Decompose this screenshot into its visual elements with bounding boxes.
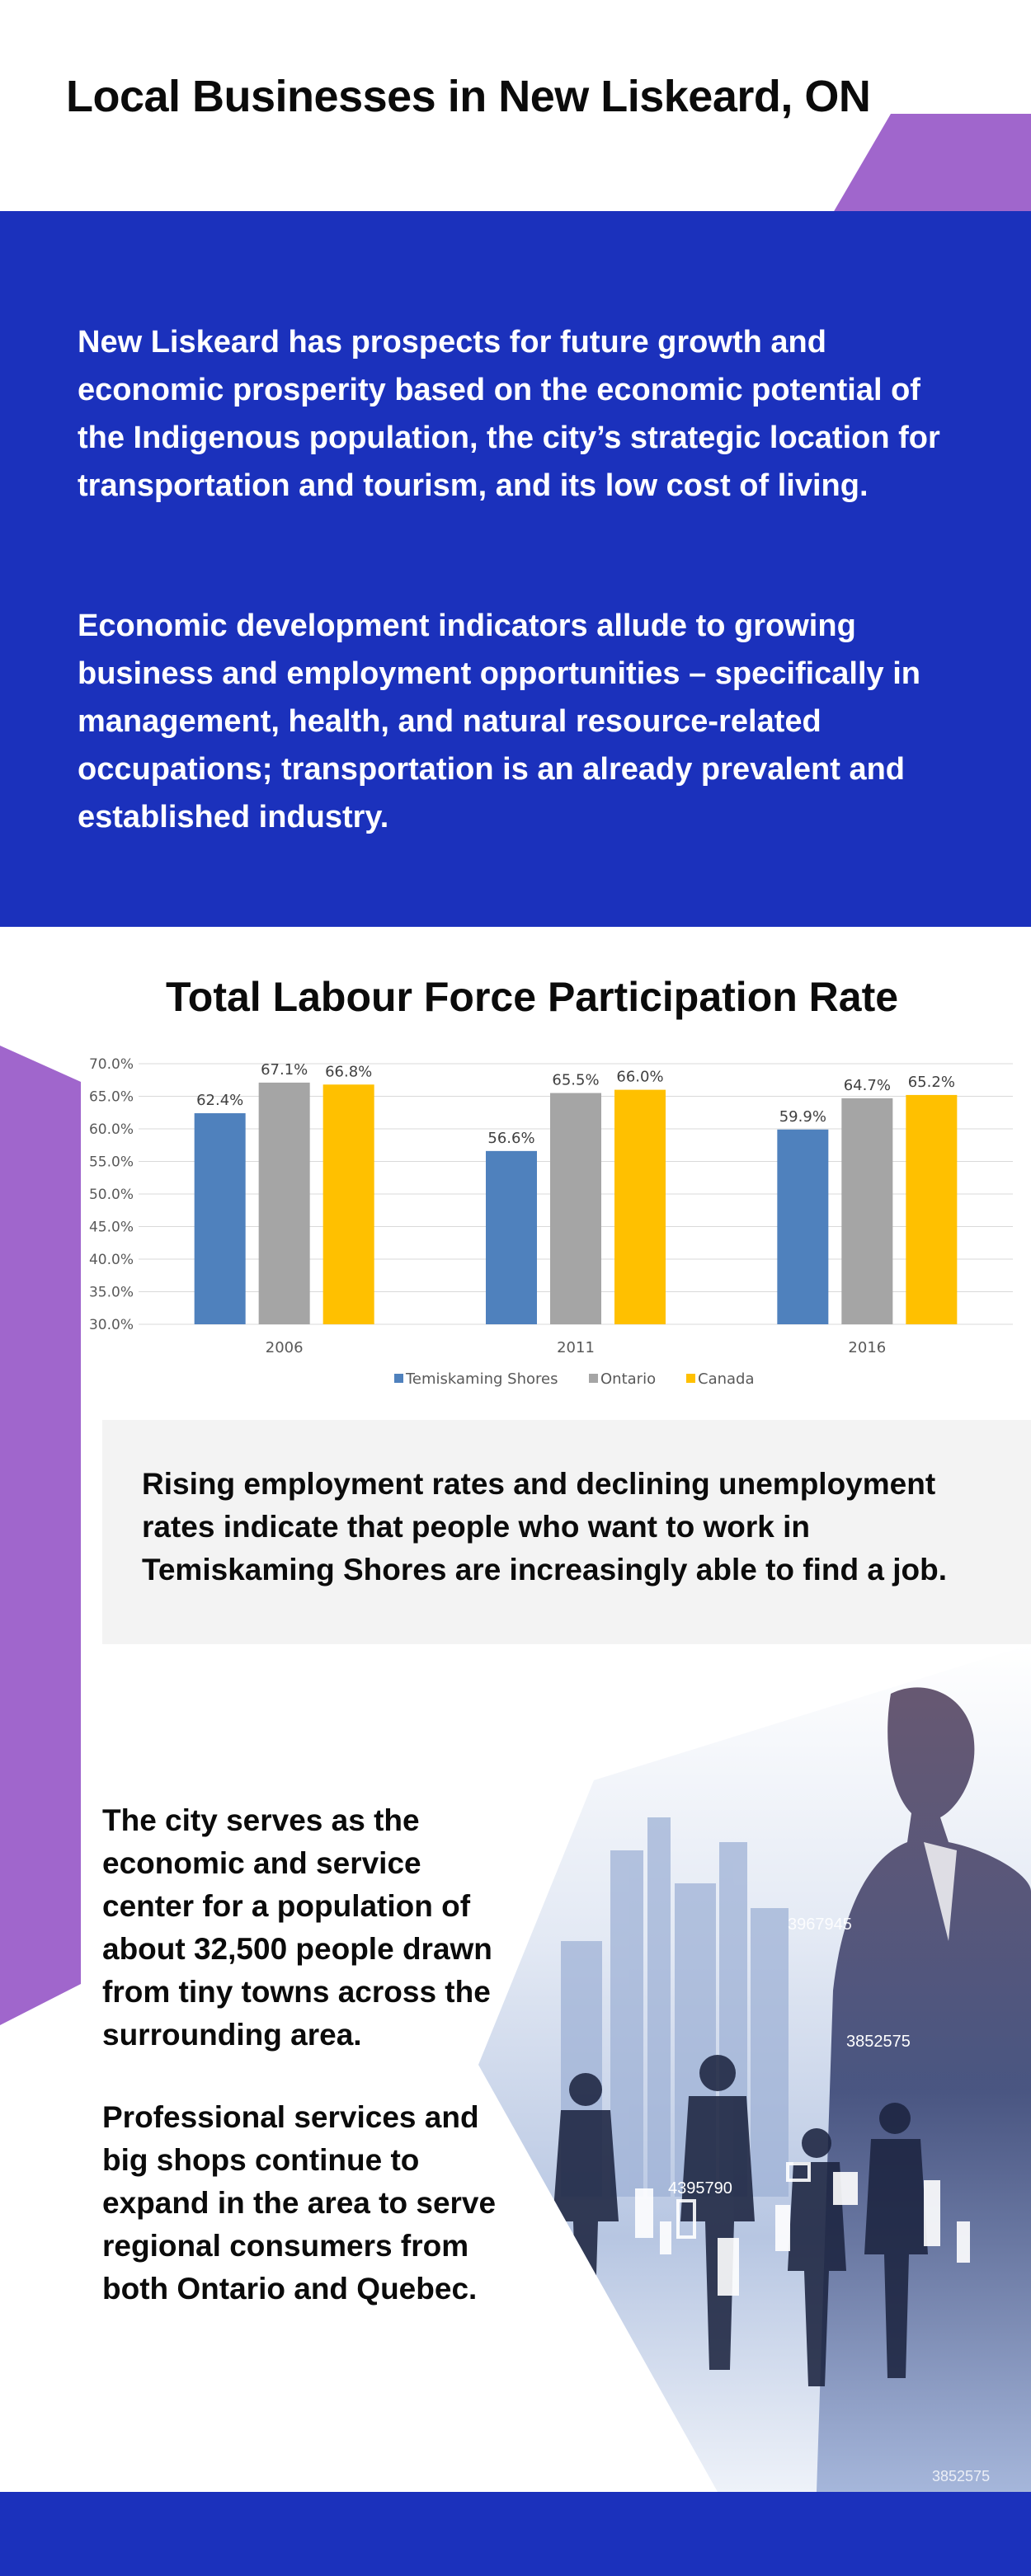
legend-swatch: [686, 1374, 695, 1383]
bar-canada-2016: [906, 1094, 958, 1324]
participation-rate-chart: 30.0% 35.0% 40.0% 45.0% 50.0% 55.0% 60.0% 65.0%…: [89, 1056, 1013, 1388]
y-tick-label: 45.0%: [89, 1220, 134, 1236]
data-label: 65.5%: [552, 1072, 599, 1089]
bar-temiskaming-shores-2011: [486, 1150, 537, 1324]
bar-temiskaming-shores-2006: [194, 1113, 246, 1324]
legend-label: Ontario: [600, 1370, 656, 1388]
y-tick-label: 60.0%: [89, 1121, 134, 1138]
data-label: 65.2%: [908, 1074, 955, 1091]
bar-temiskaming-shores-2016: [777, 1129, 829, 1324]
legend-label: Canada: [698, 1370, 755, 1388]
data-label: 64.7%: [844, 1077, 891, 1094]
illustration-number-4: 3852575: [932, 2468, 990, 2484]
intro-section: New Liskeard has prospects for future gr…: [0, 211, 1031, 927]
header-accent-shape: [833, 114, 1031, 213]
y-tick-label: 55.0%: [89, 1154, 134, 1171]
data-label: 59.9%: [779, 1108, 826, 1126]
legend-swatch: [589, 1374, 598, 1383]
x-tick-label: 2006: [266, 1339, 304, 1356]
data-label: 66.8%: [325, 1063, 372, 1080]
callout-text: Rising employment rates and declining un…: [142, 1467, 947, 1586]
y-tick-label: 70.0%: [89, 1056, 134, 1073]
callout-box: Rising employment rates and declining un…: [102, 1420, 1031, 1644]
service-center-paragraph: The city serves as the economic and serv…: [102, 1803, 492, 2052]
y-tick-label: 35.0%: [89, 1285, 134, 1301]
intro-paragraph-2: Economic development indicators allude t…: [78, 609, 921, 834]
y-tick-label: 65.0%: [89, 1089, 134, 1106]
data-label: 56.6%: [487, 1130, 534, 1147]
illustration-number-2: 3852575: [846, 2033, 911, 2051]
x-tick-label: 2016: [848, 1339, 886, 1356]
bar-ontario-2016: [841, 1098, 893, 1324]
y-tick-label: 40.0%: [89, 1252, 134, 1268]
bar-ontario-2006: [258, 1082, 310, 1324]
x-tick-label: 2011: [557, 1339, 595, 1356]
chart-title: Total Labour Force Participation Rate: [165, 974, 899, 1020]
intro-paragraph-1: New Liskeard has prospects for future gr…: [78, 325, 940, 503]
illustration-number-3: 4395790: [668, 2179, 732, 2198]
bar-canada-2011: [614, 1089, 666, 1324]
illustration-number-1: 3967945: [788, 1916, 852, 1934]
data-label: 62.4%: [196, 1092, 243, 1109]
y-tick-label: 50.0%: [89, 1187, 134, 1203]
page-title: Local Businesses in New Liskeard, ON: [66, 72, 871, 121]
professional-services-paragraph: Professional services and big shops cont…: [102, 2100, 497, 2306]
legend-swatch: [394, 1374, 403, 1383]
footer-bar: [0, 2492, 1031, 2576]
legend-label: Temiskaming Shores: [405, 1370, 558, 1388]
business-people-illustration: 3967945 3852575 4395790 3852575: [478, 1644, 1031, 2492]
y-tick-label: 30.0%: [89, 1317, 134, 1333]
bar-ontario-2011: [550, 1093, 601, 1324]
bar-canada-2006: [322, 1084, 374, 1324]
data-label: 66.0%: [616, 1069, 663, 1086]
side-accent-band: [0, 1046, 81, 2025]
data-label: 67.1%: [261, 1061, 308, 1079]
